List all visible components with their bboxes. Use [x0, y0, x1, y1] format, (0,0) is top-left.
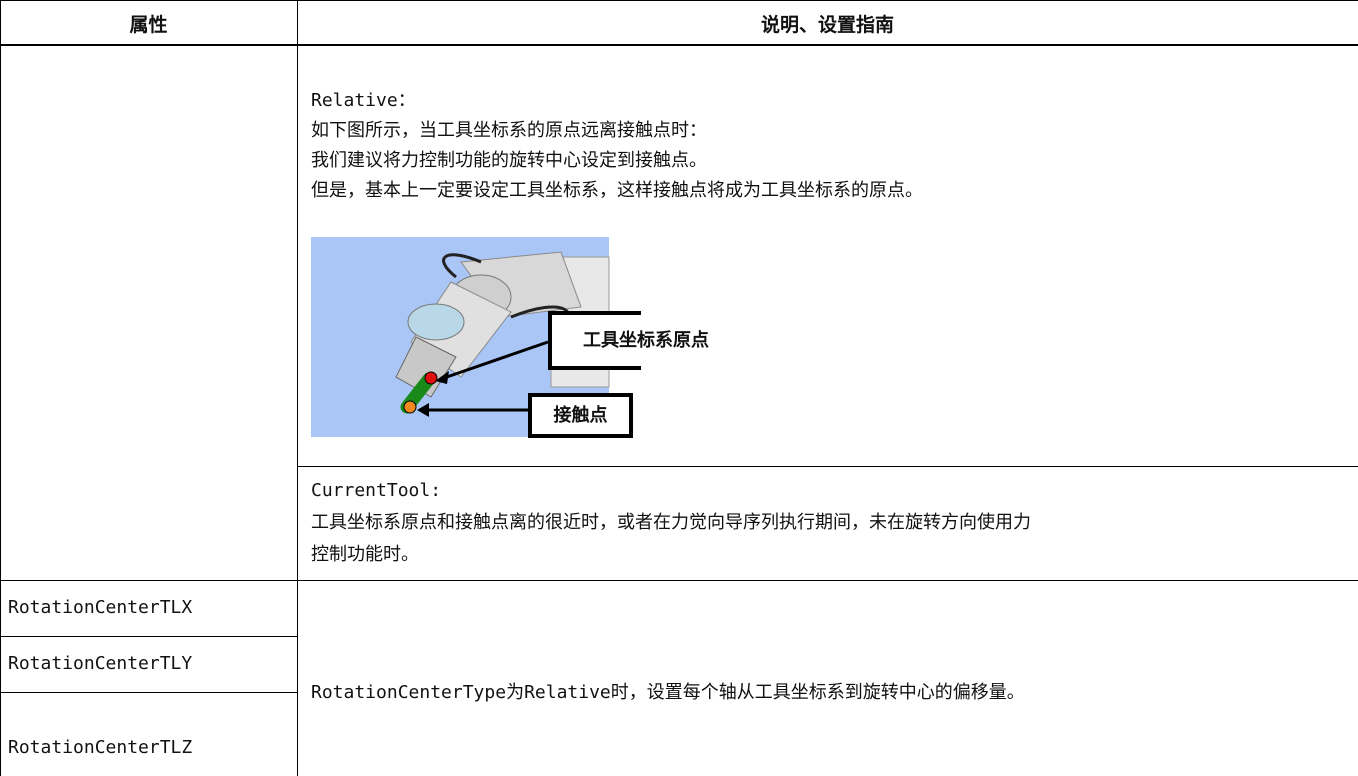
header-cell: 属性	[129, 14, 168, 36]
border	[0, 636, 297, 637]
text-line: 控制功能时。	[311, 544, 419, 565]
figure	[311, 237, 641, 438]
arrowhead	[435, 371, 449, 384]
text-line: 工具坐标系原点和接触点离的很近时，或者在力觉向导序列执行期间，未在旋转方向使用力	[311, 512, 1031, 533]
label-box	[528, 393, 633, 438]
property-name: RotationCenterTLY	[8, 653, 193, 674]
figure-label: 工具坐标系原点	[583, 330, 709, 351]
border	[0, 0, 1358, 1]
description: RotationCenterType为Relative时，设置每个轴从工具坐标系…	[311, 682, 1025, 703]
header-cell: 说明、设置指南	[760, 14, 894, 36]
arrow	[440, 340, 549, 381]
border	[0, 692, 297, 693]
option-title: Relative：	[311, 90, 416, 111]
header-row	[0, 0, 1358, 44]
property-name: RotationCenterTLX	[8, 597, 193, 618]
border	[297, 466, 1358, 467]
option-title: CurrentTool:	[311, 480, 442, 501]
text-line: 如下图所示，当工具坐标系的原点远离接触点时：	[311, 120, 707, 141]
border	[0, 44, 1358, 46]
text-line: 我们建议将力控制功能的旋转中心设定到接触点。	[311, 150, 707, 171]
border	[0, 580, 1358, 581]
border	[297, 0, 298, 776]
figure-label: 接触点	[553, 405, 608, 426]
text-line: 但是，基本上一定要设定工具坐标系，这样接触点将成为工具坐标系的原点。	[311, 180, 923, 201]
property-name: RotationCenterTLZ	[8, 737, 193, 758]
label-box	[548, 311, 641, 370]
border	[0, 0, 1, 776]
arrowhead	[417, 403, 429, 417]
